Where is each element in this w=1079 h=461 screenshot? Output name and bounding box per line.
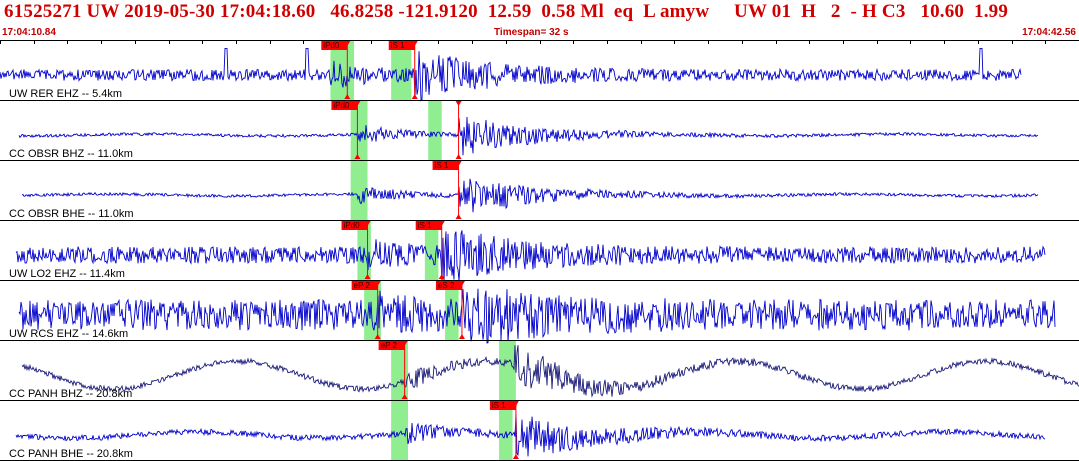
pick-marker-bottom — [512, 454, 519, 459]
station-label: CC PANH BHE -- 20.8km — [9, 448, 133, 460]
pick-marker-bottom — [455, 214, 462, 219]
pick-label-box — [388, 41, 415, 50]
start-time-label: 17:04:10.84 — [2, 27, 56, 38]
pick-label: iPd0 — [333, 101, 350, 110]
pick-label: iPd0 — [344, 221, 361, 230]
pick-label: iS 1 — [435, 161, 449, 170]
pick-label-box — [378, 341, 405, 350]
pick-marker-bottom — [411, 94, 418, 99]
pick-label-box — [331, 101, 358, 110]
pick-window — [424, 221, 439, 280]
station-label: CC PANH BHZ -- 20.8km — [9, 388, 132, 400]
pick-label-box — [489, 401, 516, 410]
station-label: UW RCS EHZ -- 14.6km — [9, 328, 128, 340]
pick-label: eP 2 — [381, 341, 398, 350]
seismogram-panel[interactable]: iPd0 iS 1 UW RER EHZ -- 5.4km iPd0 CC OBSR B… — [0, 40, 1079, 461]
pick-marker-bottom — [438, 274, 445, 279]
end-time-label: 17:04:42.56 — [1022, 27, 1076, 38]
pick-window — [391, 341, 408, 400]
pick-label-box — [435, 281, 462, 290]
pick-label-box — [341, 221, 368, 230]
pick-window — [391, 401, 408, 460]
pick-marker-bottom — [344, 94, 351, 99]
pick-marker-bottom — [364, 274, 371, 279]
waveform-trace[interactable] — [21, 345, 1079, 398]
pick-label-box — [432, 161, 459, 170]
pick-window — [330, 41, 355, 100]
station-label: UW LO2 EHZ -- 11.4km — [9, 268, 125, 280]
pick-window — [499, 341, 516, 400]
waveform-trace[interactable] — [15, 230, 1046, 283]
station-label: CC OBSR BHE -- 11.0km — [9, 208, 134, 220]
event-summary-title: 61525271 UW 2019-05-30 17:04:18.60 46.82… — [4, 1, 1009, 22]
pick-label: eP 2 — [354, 281, 371, 290]
pick-window — [499, 401, 513, 460]
pick-marker-bottom — [374, 334, 381, 339]
pick-window — [428, 101, 442, 160]
station-label: UW RER EHZ -- 5.4km — [9, 88, 122, 100]
pick-window — [445, 281, 459, 340]
waveform-trace[interactable] — [0, 47, 1022, 102]
waveform-trace[interactable] — [21, 178, 1039, 213]
waveform-trace[interactable] — [18, 116, 1039, 156]
pick-marker-bottom — [354, 154, 361, 159]
pick-marker-bottom — [458, 334, 465, 339]
pick-marker-top — [455, 101, 462, 106]
pick-window — [364, 281, 382, 340]
pick-label-box — [415, 221, 442, 230]
event-header: 61525271 UW 2019-05-30 17:04:18.60 46.82… — [0, 0, 1079, 40]
pick-window — [391, 41, 412, 100]
pick-window — [350, 161, 368, 220]
pick-label: iS 1 — [418, 221, 432, 230]
pick-label-box — [321, 41, 348, 50]
pick-marker-bottom — [401, 394, 408, 399]
waveform-trace[interactable] — [18, 288, 1056, 344]
pick-label: iS 1 — [492, 401, 506, 410]
waveform-trace[interactable] — [15, 414, 1046, 457]
pick-label: eS 2 — [438, 281, 455, 290]
pick-marker-bottom — [455, 154, 462, 159]
station-label: CC OBSR BHZ -- 11.0km — [9, 148, 133, 160]
pick-label: iPd0 — [323, 41, 340, 50]
pick-window — [350, 101, 368, 160]
pick-label: iS 1 — [391, 41, 405, 50]
timespan-label: Timespan= 32 s — [494, 27, 569, 38]
pick-label-box — [351, 281, 378, 290]
